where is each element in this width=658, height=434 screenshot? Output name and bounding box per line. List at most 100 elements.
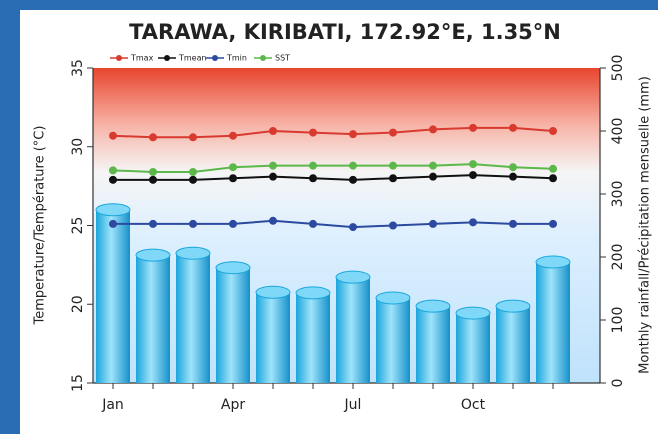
point [389,174,397,183]
point [309,161,317,170]
y2-tick-label: 500 [610,55,626,82]
bar [496,306,530,383]
point [269,172,277,181]
point [149,219,157,228]
point [309,128,317,137]
bar [416,306,450,383]
point [109,166,117,175]
point [269,216,277,225]
point [469,218,477,227]
point [189,175,197,184]
bar-top [215,261,251,275]
point [149,167,157,176]
bar-top [455,306,491,320]
point [549,127,557,135]
x-tick-label: Oct [461,397,486,413]
legend-marker [164,55,170,61]
bar-top [255,285,291,299]
y2-tick-label: 0 [610,379,626,388]
point [509,219,517,228]
line [113,219,553,229]
y2-tick-label: 200 [610,244,626,271]
legend-marker [260,55,266,61]
y-tick-label: 30 [70,138,86,156]
bar-top [295,286,331,300]
point [389,221,397,230]
point [349,130,357,139]
point [549,164,557,173]
chart-title: TARAWA, KIRIBATI, 172.92°E, 1.35°N [129,20,561,44]
bar-top [375,291,411,305]
bar [296,292,330,383]
bar [536,262,570,383]
point [429,172,437,181]
y2-tick-label: 400 [610,118,626,145]
x-tick-label: Jul [344,397,362,413]
point [469,123,477,132]
point [189,167,197,176]
point [309,219,317,228]
bar-top [415,299,451,313]
bar [256,292,290,383]
point [349,223,357,232]
point [349,175,357,184]
y2-axis-title: Monthly rainfall/Précipitation mensuelle… [638,76,653,374]
point [189,133,197,142]
legend-label: Tmin [226,54,247,63]
line [113,174,554,181]
point [429,125,437,134]
bar-top [495,299,531,313]
point [549,174,557,183]
point [229,131,237,140]
point [429,161,437,170]
bar [376,297,410,383]
point [389,128,397,137]
point [509,123,517,132]
point [109,175,117,184]
point [229,174,237,183]
legend-marker [116,55,122,61]
bar [336,277,370,383]
bar-top [335,270,371,284]
bar [176,253,210,383]
point [389,161,397,170]
y2-tick-label: 300 [610,181,626,208]
point [469,171,477,180]
point [269,127,277,135]
legend-label: Tmean [178,54,207,63]
point [189,219,197,228]
point [149,175,157,184]
bar [456,313,490,383]
point [349,161,357,170]
point [149,133,157,142]
bar-top [135,248,171,262]
point [229,163,237,172]
y2-tick-label: 100 [610,307,626,334]
point [269,161,277,170]
point [549,219,557,228]
bar [216,267,250,383]
y-tick-label: 15 [70,374,86,392]
line [112,126,554,139]
y-tick-label: 20 [70,295,86,313]
point [109,219,117,228]
bar-top [95,203,131,217]
bar-top [535,255,571,269]
legend-label: SST [275,54,290,63]
point [509,172,517,181]
x-tick-label: Jan [101,397,124,413]
y-axis-title: Temperature/Température (°C) [33,126,48,326]
y-tick-label: 25 [70,217,86,235]
point [469,160,477,169]
point [309,174,317,183]
x-tick-label: Apr [221,397,245,413]
bar-top [175,246,211,260]
line [112,163,554,173]
bar [136,255,170,383]
y-tick-label: 35 [70,59,86,77]
point [429,219,437,228]
point [509,163,517,172]
legend-marker [212,55,218,61]
